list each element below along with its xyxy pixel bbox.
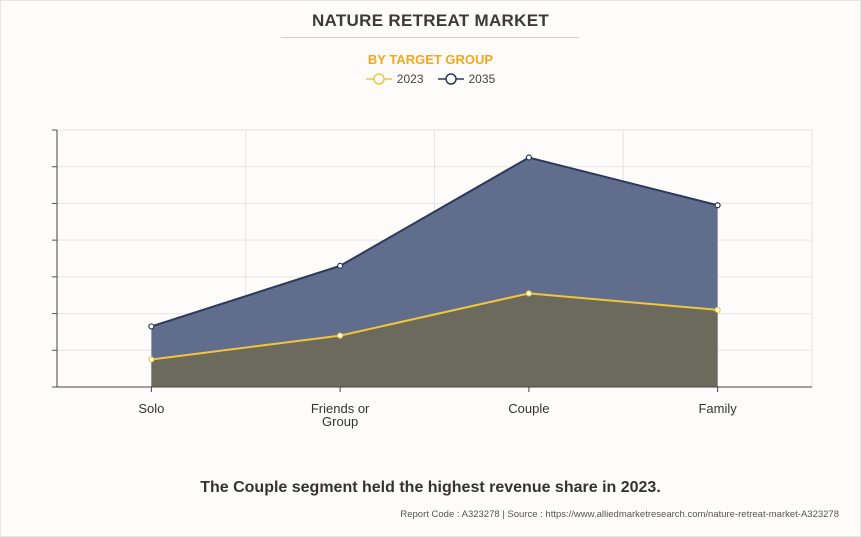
legend-item-2023[interactable]: 2023 (365, 72, 424, 86)
x-tick-label: Family (698, 401, 737, 416)
data-point-2035-3 (714, 202, 721, 209)
legend-marker-2023 (365, 73, 392, 85)
x-tick-label: Solo (138, 401, 164, 416)
chart-subtitle: BY TARGET GROUP (367, 52, 494, 67)
x-tick-label: Group (322, 414, 358, 429)
chart-caption: The Couple segment held the highest reve… (200, 479, 661, 496)
data-point-2023-2 (525, 290, 532, 297)
data-point-2023-1 (337, 332, 344, 339)
legend: 2023 2035 (0, 72, 861, 86)
data-point-2023-3 (714, 306, 721, 313)
legend-label-2035: 2035 (468, 72, 496, 86)
legend-label-2023: 2023 (396, 72, 424, 86)
chart-title: NATURE RETREAT MARKET (311, 11, 550, 30)
data-point-2035-2 (525, 154, 532, 161)
legend-marker-2035 (437, 73, 464, 85)
data-point-2023-0 (148, 356, 155, 363)
line-series-2023 (151, 292, 718, 361)
legend-item-2035[interactable]: 2035 (437, 72, 496, 86)
x-tick-label: Friends or (311, 401, 370, 416)
x-tick-label: Couple (508, 401, 549, 416)
area-series-2023 (151, 293, 718, 387)
data-point-2035-0 (148, 323, 155, 330)
title-divider (281, 37, 579, 38)
source-note: Report Code : A323278 | Source : https:/… (400, 509, 839, 520)
data-point-2035-1 (337, 262, 344, 269)
line-series-2035 (151, 156, 718, 328)
